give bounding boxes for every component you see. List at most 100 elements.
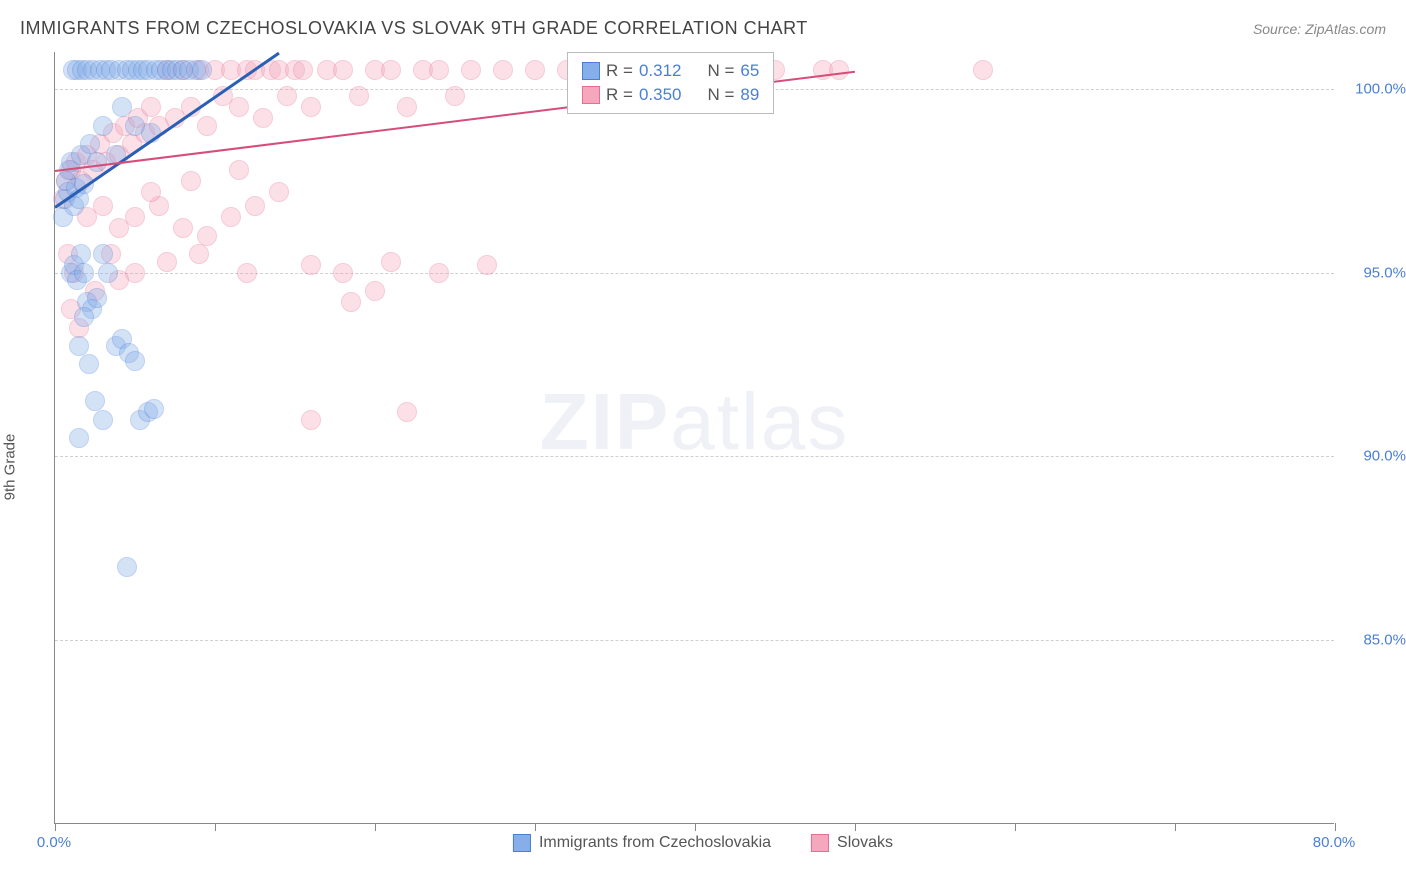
scatter-point-b — [237, 263, 257, 283]
source-label: Source: ZipAtlas.com — [1253, 21, 1386, 37]
gridline — [55, 640, 1334, 641]
scatter-point-b — [93, 196, 113, 216]
scatter-point-b — [141, 97, 161, 117]
scatter-point-b — [229, 160, 249, 180]
scatter-point-a — [112, 97, 132, 117]
scatter-point-b — [197, 226, 217, 246]
scatter-point-b — [301, 97, 321, 117]
scatter-point-b — [973, 60, 993, 80]
legend-swatch-a — [513, 834, 531, 852]
n-label: N = — [707, 85, 734, 105]
scatter-point-b — [429, 60, 449, 80]
x-tick — [215, 823, 216, 831]
scatter-point-b — [181, 171, 201, 191]
y-tick-label: 95.0% — [1363, 264, 1406, 281]
y-axis-label: 9th Grade — [2, 434, 19, 501]
r-label: R = — [606, 61, 633, 81]
legend-item-b: Slovaks — [811, 834, 893, 852]
scatter-point-b — [277, 86, 297, 106]
scatter-point-b — [477, 255, 497, 275]
n-value: 65 — [740, 61, 759, 81]
scatter-point-a — [144, 399, 164, 419]
scatter-point-a — [71, 244, 91, 264]
scatter-point-b — [525, 60, 545, 80]
scatter-point-b — [829, 60, 849, 80]
watermark-atlas: atlas — [670, 377, 849, 466]
r-value: 0.312 — [639, 61, 682, 81]
x-tick — [55, 823, 56, 831]
scatter-point-b — [293, 60, 313, 80]
n-label: N = — [707, 61, 734, 81]
legend-swatch-b — [811, 834, 829, 852]
scatter-point-b — [301, 255, 321, 275]
scatter-point-b — [141, 182, 161, 202]
scatter-point-b — [341, 292, 361, 312]
scatter-point-b — [381, 252, 401, 272]
x-tick — [535, 823, 536, 831]
scatter-point-a — [79, 354, 99, 374]
gridline — [55, 456, 1334, 457]
scatter-point-b — [365, 281, 385, 301]
scatter-point-b — [381, 60, 401, 80]
n-value: 89 — [740, 85, 759, 105]
scatter-point-a — [192, 60, 212, 80]
scatter-point-b — [253, 108, 273, 128]
x-tick — [855, 823, 856, 831]
stats-legend-row: R = 0.312 N = 65 — [582, 59, 759, 83]
x-tick — [1175, 823, 1176, 831]
y-tick-label: 85.0% — [1363, 632, 1406, 649]
scatter-point-a — [85, 391, 105, 411]
scatter-point-b — [349, 86, 369, 106]
chart-title: IMMIGRANTS FROM CZECHOSLOVAKIA VS SLOVAK… — [20, 18, 808, 39]
r-label: R = — [606, 85, 633, 105]
scatter-point-a — [93, 410, 113, 430]
x-tick — [695, 823, 696, 831]
scatter-point-b — [221, 207, 241, 227]
legend-swatch-icon — [582, 62, 600, 80]
stats-legend: R = 0.312 N = 65 R = 0.350 N = 89 — [567, 52, 774, 114]
scatter-point-a — [93, 244, 113, 264]
scatter-point-b — [333, 263, 353, 283]
legend-label-a: Immigrants from Czechoslovakia — [539, 834, 771, 852]
scatter-point-b — [397, 402, 417, 422]
watermark: ZIPatlas — [540, 376, 849, 468]
scatter-point-a — [69, 336, 89, 356]
legend-item-a: Immigrants from Czechoslovakia — [513, 834, 771, 852]
scatter-point-a — [117, 557, 137, 577]
scatter-point-b — [125, 207, 145, 227]
y-tick-label: 90.0% — [1363, 448, 1406, 465]
scatter-point-b — [189, 244, 209, 264]
legend-swatch-icon — [582, 86, 600, 104]
scatter-point-b — [461, 60, 481, 80]
scatter-point-a — [125, 351, 145, 371]
scatter-point-a — [87, 152, 107, 172]
scatter-point-b — [245, 196, 265, 216]
scatter-point-a — [69, 428, 89, 448]
x-tick — [1015, 823, 1016, 831]
scatter-point-a — [98, 263, 118, 283]
scatter-point-b — [157, 252, 177, 272]
scatter-point-b — [301, 410, 321, 430]
y-tick-label: 100.0% — [1355, 80, 1406, 97]
x-axis-max-label: 80.0% — [1313, 834, 1356, 851]
scatter-point-b — [397, 97, 417, 117]
scatter-point-b — [333, 60, 353, 80]
scatter-point-a — [74, 307, 94, 327]
scatter-point-b — [445, 86, 465, 106]
scatter-point-a — [80, 134, 100, 154]
scatter-point-a — [93, 116, 113, 136]
scatter-point-b — [229, 97, 249, 117]
r-value: 0.350 — [639, 85, 682, 105]
scatter-point-a — [74, 263, 94, 283]
bottom-legend: Immigrants from Czechoslovakia Slovaks — [513, 834, 893, 852]
watermark-zip: ZIP — [540, 377, 670, 466]
scatter-point-b — [197, 116, 217, 136]
legend-label-b: Slovaks — [837, 834, 893, 852]
x-tick — [1335, 823, 1336, 831]
x-axis-min-label: 0.0% — [37, 834, 71, 851]
scatter-point-b — [173, 218, 193, 238]
plot-wrapper: 9th Grade ZIPatlas 85.0%90.0%95.0%100.0%… — [20, 52, 1386, 882]
x-tick — [375, 823, 376, 831]
stats-legend-row: R = 0.350 N = 89 — [582, 83, 759, 107]
scatter-plot: ZIPatlas 85.0%90.0%95.0%100.0%R =0.312N … — [54, 52, 1334, 824]
